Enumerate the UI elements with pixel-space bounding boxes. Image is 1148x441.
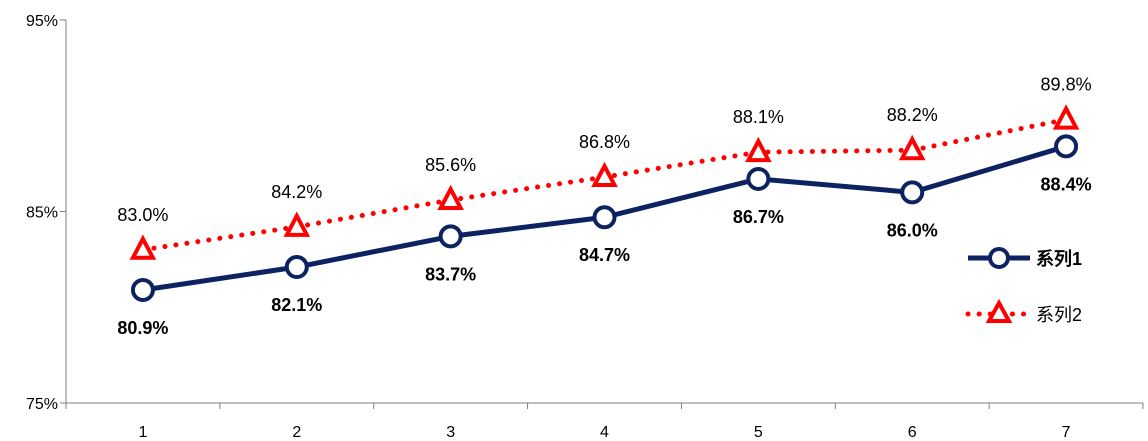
- series-1-marker: [900, 180, 925, 205]
- series-1-data-label: 88.4%: [1041, 174, 1092, 194]
- series-1-marker: [284, 255, 309, 280]
- series-2-data-label: 89.8%: [1041, 75, 1092, 95]
- series-1-marker: [438, 224, 463, 249]
- series-1-data-label: 82.1%: [271, 295, 322, 315]
- x-tick-label: 1: [138, 424, 147, 441]
- x-tick-label: 3: [446, 424, 455, 441]
- series-2-data-label: 86.8%: [579, 132, 630, 152]
- legend-series-2-marker: [985, 298, 1013, 323]
- series-1-marker: [592, 205, 617, 230]
- x-tick-label: 6: [908, 424, 917, 441]
- series-2-marker: [1052, 104, 1080, 130]
- series-2-marker: [129, 234, 157, 260]
- series-2-group: 83.0% 84.2% 85.6% 86.8% 88.1% 88.2% 89.8%: [117, 75, 1092, 260]
- x-tick-label: 7: [1062, 424, 1071, 441]
- y-tick-label: 95%: [26, 13, 58, 30]
- legend-series-1-label: 系列1: [1036, 249, 1082, 269]
- series-1-data-label: 86.7%: [733, 207, 784, 227]
- series-2-data-label: 85.6%: [425, 155, 476, 175]
- series-1-data-label: 84.7%: [579, 245, 630, 265]
- y-tick-label: 75%: [26, 396, 58, 413]
- series-1-marker: [746, 166, 771, 191]
- series-2-data-label: 88.2%: [887, 105, 938, 125]
- series-1-marker: [130, 278, 155, 303]
- y-tick-label: 85%: [26, 205, 58, 222]
- legend: 系列1 系列2: [965, 247, 1082, 325]
- x-tick-label: 5: [754, 424, 763, 441]
- x-tick-label: 4: [600, 424, 609, 441]
- legend-series-1-marker: [988, 247, 1010, 269]
- series-2-marker: [591, 161, 618, 188]
- series-1-group: 80.9% 82.1% 83.7% 84.7% 86.7% 86.0% 88.4%: [117, 134, 1092, 338]
- x-tick-label: 2: [292, 424, 301, 441]
- series-2-marker: [745, 136, 772, 163]
- series-2-data-label: 88.1%: [733, 107, 784, 127]
- series-2-data-label: 83.0%: [117, 205, 168, 225]
- series-1-data-label: 80.9%: [117, 318, 168, 338]
- series-1-marker: [1054, 134, 1079, 159]
- series-2-marker: [283, 211, 311, 237]
- series-2-marker: [437, 184, 464, 211]
- series-2-data-label: 84.2%: [271, 182, 322, 202]
- series-2-marker: [898, 134, 926, 161]
- series-1-data-label: 83.7%: [425, 264, 476, 284]
- series-1-data-label: 86.0%: [887, 220, 938, 240]
- legend-series-2-label: 系列2: [1036, 305, 1082, 325]
- axes: 75% 85% 95% 1 2 3 4 5 6 7: [26, 13, 1144, 441]
